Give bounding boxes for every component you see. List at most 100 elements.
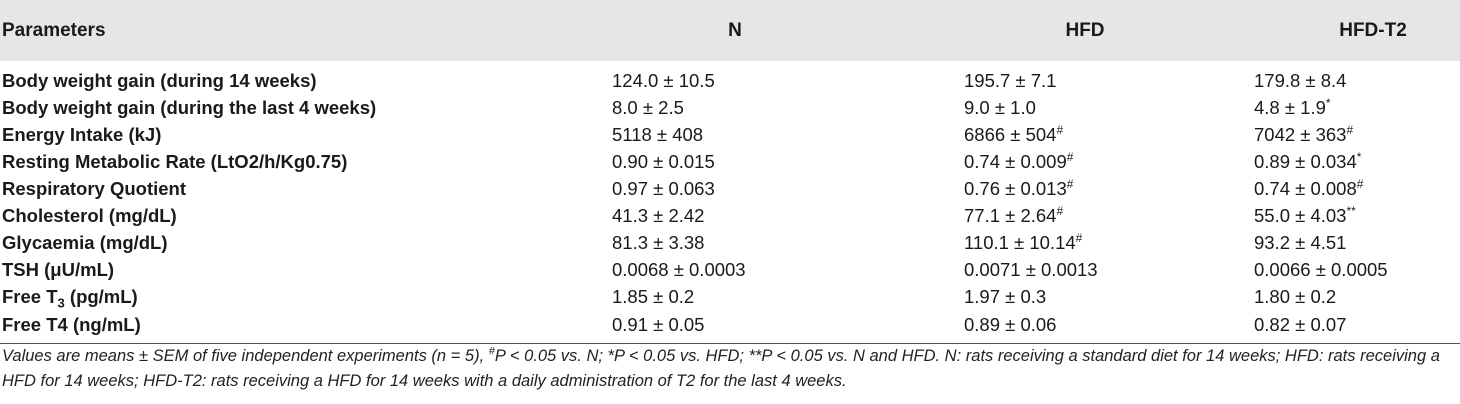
significance-mark: # — [1356, 176, 1364, 191]
significance-mark: * — [1325, 95, 1331, 110]
cell-value: 0.82 ± 0.07 — [1254, 313, 1347, 335]
cell-n: 8.0 ± 2.5 — [540, 94, 880, 121]
row-parameter: Energy Intake (kJ) — [2, 123, 162, 145]
cell-value: 81.3 ± 3.38 — [612, 231, 705, 253]
table-row: Energy Intake (kJ) 5118 ± 408 6866 ± 504… — [0, 121, 1460, 148]
cell-value: 0.89 ± 0.034 — [1254, 150, 1357, 172]
header-hfd-t2: HFD-T2 — [1339, 19, 1407, 41]
cell-hfd-t2: 0.82 ± 0.07 — [1210, 310, 1460, 344]
cell-n: 1.85 ± 0.2 — [540, 283, 880, 310]
row-parameter: Free T4 (ng/mL) — [0, 310, 540, 344]
footnote-text: P < 0.05 vs. N; *P < 0.05 vs. HFD; **P <… — [2, 347, 1440, 390]
cell-value: 179.8 ± 8.4 — [1254, 69, 1347, 91]
table-row: Glycaemia (mg/dL) 81.3 ± 3.38 110.1 ± 10… — [0, 229, 1460, 256]
significance-mark: # — [1066, 176, 1074, 191]
cell-hfd: 1.97 ± 0.3 — [880, 283, 1210, 310]
table-row: Resting Metabolic Rate (LtO2/h/Kg0.75) 0… — [0, 148, 1460, 175]
param-subscript: 3 — [57, 295, 65, 311]
row-parameter: Body weight gain (during the last 4 week… — [2, 96, 377, 118]
cell-hfd-t2: 179.8 ± 8.4 — [1210, 67, 1460, 94]
cell-value: 0.0066 ± 0.0005 — [1254, 258, 1388, 280]
cell-value: 0.89 ± 0.06 — [964, 313, 1057, 335]
cell-value: 0.0068 ± 0.0003 — [612, 258, 746, 280]
cell-hfd: 0.0071 ± 0.0013 — [880, 256, 1210, 283]
header-n: N — [728, 19, 742, 41]
cell-value: 195.7 ± 7.1 — [964, 69, 1057, 91]
cell-value: 55.0 ± 4.03 — [1254, 204, 1347, 226]
cell-hfd-t2: 7042 ± 363# — [1210, 121, 1460, 148]
cell-value: 1.97 ± 0.3 — [964, 285, 1047, 307]
cell-value: 0.91 ± 0.05 — [612, 313, 705, 335]
param-text: (pg/mL) — [64, 285, 138, 307]
data-table-container: Parameters N HFD HFD-T2 Body weight gain… — [0, 0, 1460, 344]
cell-value: 0.74 ± 0.008 — [1254, 177, 1357, 199]
significance-mark: # — [1075, 230, 1083, 245]
cell-n: 81.3 ± 3.38 — [540, 229, 880, 256]
header-hfd: HFD — [1065, 19, 1105, 41]
cell-value: 0.90 ± 0.015 — [612, 150, 715, 172]
cell-value: 0.0071 ± 0.0013 — [964, 258, 1098, 280]
cell-value: 41.3 ± 2.42 — [612, 204, 705, 226]
parameters-table: Parameters N HFD HFD-T2 Body weight gain… — [0, 0, 1460, 344]
row-parameter: TSH (μU/mL) — [2, 258, 115, 280]
cell-hfd: 110.1 ± 10.14# — [880, 229, 1210, 256]
row-parameter: Cholesterol (mg/dL) — [2, 204, 177, 226]
param-text: Free T — [2, 285, 58, 307]
row-parameter: Glycaemia (mg/dL) — [2, 231, 168, 253]
cell-value: 8.0 ± 2.5 — [612, 96, 684, 118]
cell-value: 0.97 ± 0.063 — [612, 177, 715, 199]
table-row: TSH (μU/mL) 0.0068 ± 0.0003 0.0071 ± 0.0… — [0, 256, 1460, 283]
cell-n: 41.3 ± 2.42 — [540, 202, 880, 229]
cell-value: 1.80 ± 0.2 — [1254, 285, 1337, 307]
cell-hfd-t2: 0.0066 ± 0.0005 — [1210, 256, 1460, 283]
cell-n: 0.91 ± 0.05 — [540, 310, 880, 344]
cell-value: 0.76 ± 0.013 — [964, 177, 1067, 199]
row-parameter: Body weight gain (during 14 weeks) — [2, 69, 317, 91]
table-footnote: Values are means ± SEM of five independe… — [2, 344, 1454, 394]
cell-n: 0.90 ± 0.015 — [540, 148, 880, 175]
cell-hfd: 77.1 ± 2.64# — [880, 202, 1210, 229]
table-row: Body weight gain (during 14 weeks) 124.0… — [0, 67, 1460, 94]
cell-hfd: 0.89 ± 0.06 — [880, 310, 1210, 344]
cell-n: 5118 ± 408 — [540, 121, 880, 148]
significance-mark: # — [1066, 149, 1074, 164]
cell-value: 9.0 ± 1.0 — [964, 96, 1036, 118]
cell-hfd: 9.0 ± 1.0 — [880, 94, 1210, 121]
table-row: Cholesterol (mg/dL) 41.3 ± 2.42 77.1 ± 2… — [0, 202, 1460, 229]
cell-hfd-t2: 55.0 ± 4.03** — [1210, 202, 1460, 229]
cell-value: 77.1 ± 2.64 — [964, 204, 1057, 226]
cell-value: 4.8 ± 1.9 — [1254, 96, 1326, 118]
cell-hfd: 6866 ± 504# — [880, 121, 1210, 148]
cell-hfd-t2: 93.2 ± 4.51 — [1210, 229, 1460, 256]
table-header: Parameters N HFD HFD-T2 — [0, 0, 1460, 61]
cell-value: 5118 ± 408 — [612, 123, 704, 145]
footnote-mark: # — [488, 345, 495, 358]
table-body: Body weight gain (during 14 weeks) 124.0… — [0, 61, 1460, 344]
cell-hfd-t2: 1.80 ± 0.2 — [1210, 283, 1460, 310]
cell-value: 110.1 ± 10.14 — [964, 231, 1076, 253]
table-row: Respiratory Quotient 0.97 ± 0.063 0.76 ±… — [0, 175, 1460, 202]
significance-mark: # — [1346, 122, 1354, 137]
significance-mark: * — [1356, 149, 1362, 164]
cell-hfd-t2: 0.74 ± 0.008# — [1210, 175, 1460, 202]
cell-hfd: 195.7 ± 7.1 — [880, 67, 1210, 94]
footnote-text: Values are means ± SEM of five independe… — [2, 347, 489, 365]
cell-value: 1.85 ± 0.2 — [612, 285, 695, 307]
cell-value: 0.74 ± 0.009 — [964, 150, 1067, 172]
significance-mark: # — [1056, 203, 1064, 218]
cell-hfd-t2: 4.8 ± 1.9* — [1210, 94, 1460, 121]
cell-value: 124.0 ± 10.5 — [612, 69, 715, 91]
cell-hfd-t2: 0.89 ± 0.034* — [1210, 148, 1460, 175]
table-row: Body weight gain (during the last 4 week… — [0, 94, 1460, 121]
significance-mark: ** — [1346, 203, 1356, 218]
header-parameters: Parameters — [2, 19, 106, 41]
cell-value: 7042 ± 363 — [1254, 123, 1347, 145]
table-row: Free T3 (pg/mL) 1.85 ± 0.2 1.97 ± 0.3 1.… — [0, 283, 1460, 310]
table-row: Free T4 (ng/mL) 0.91 ± 0.05 0.89 ± 0.06 … — [0, 310, 1460, 344]
significance-mark: # — [1056, 122, 1064, 137]
row-parameter: Respiratory Quotient — [2, 177, 186, 199]
row-parameter: Free T3 (pg/mL) — [0, 283, 540, 310]
cell-value: 93.2 ± 4.51 — [1254, 231, 1347, 253]
header-row: Parameters N HFD HFD-T2 — [0, 0, 1460, 61]
cell-value: 6866 ± 504 — [964, 123, 1057, 145]
